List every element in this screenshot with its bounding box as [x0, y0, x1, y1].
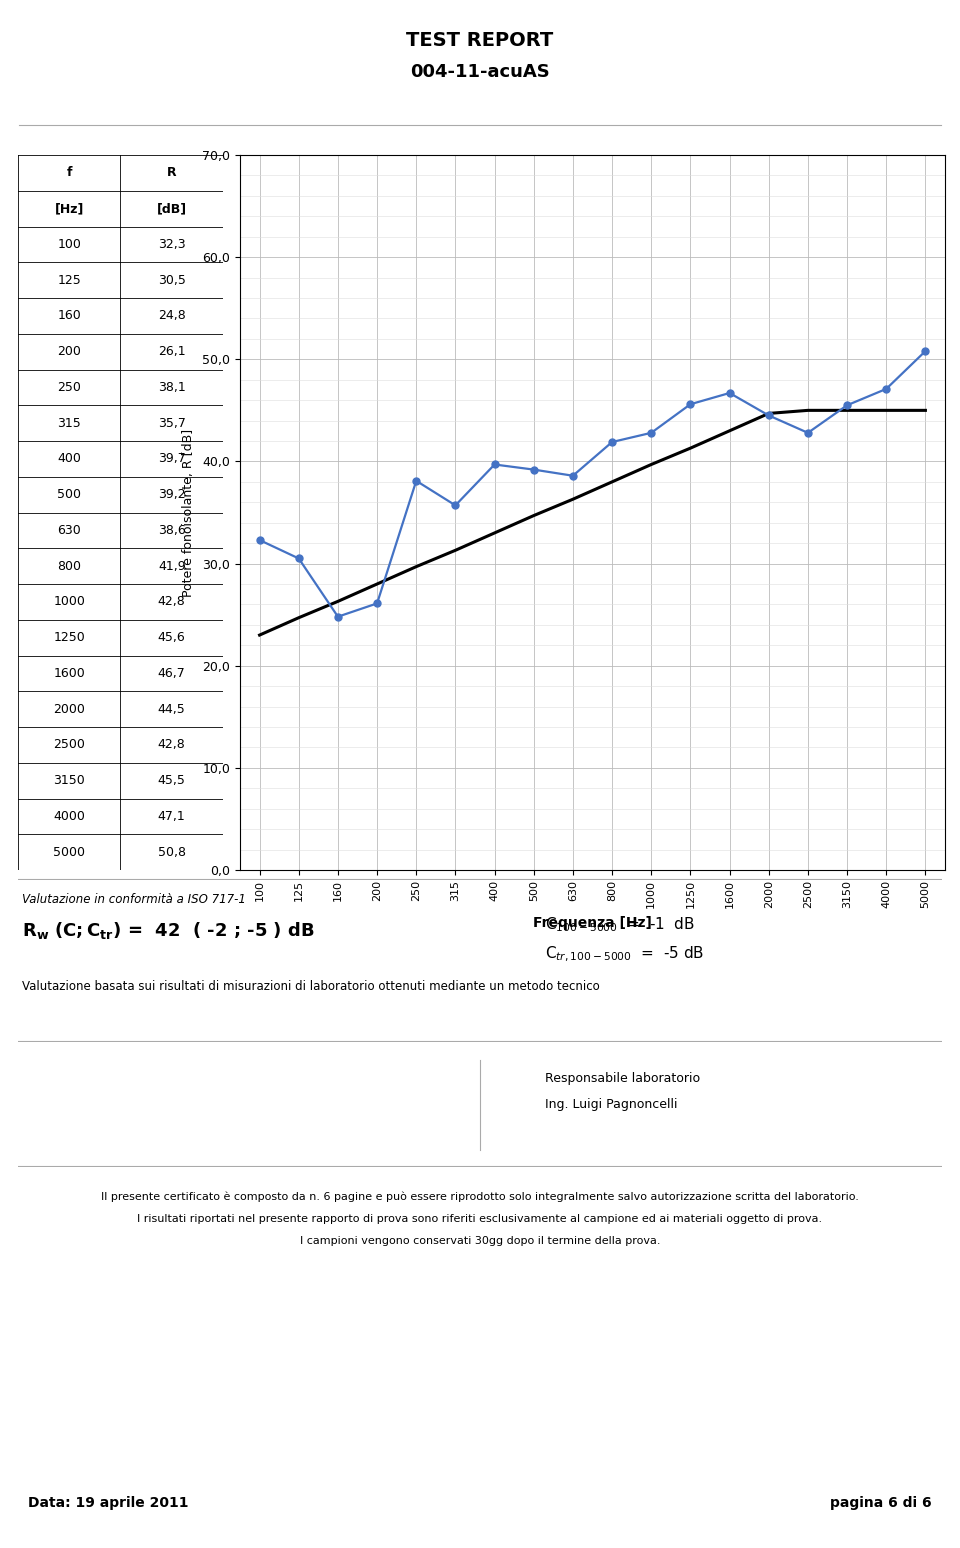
Text: Ing. Luigi Pagnoncelli: Ing. Luigi Pagnoncelli [544, 1098, 677, 1111]
Text: 1000: 1000 [54, 596, 85, 608]
Text: 50,8: 50,8 [157, 845, 185, 859]
Text: Il presente certificato è composto da n. 6 pagine e può essere riprodotto solo i: Il presente certificato è composto da n.… [101, 1192, 859, 1203]
Text: 45,5: 45,5 [157, 774, 185, 786]
Text: [Hz]: [Hz] [55, 203, 84, 215]
Text: 800: 800 [58, 560, 82, 573]
Text: 42,8: 42,8 [157, 738, 185, 751]
Text: 160: 160 [58, 310, 82, 322]
Text: 2000: 2000 [54, 703, 85, 715]
Text: I risultati riportati nel presente rapporto di prova sono riferiti esclusivament: I risultati riportati nel presente rappo… [137, 1214, 823, 1224]
Text: 3150: 3150 [54, 774, 85, 786]
Text: 38,6: 38,6 [157, 523, 185, 537]
Text: 32,3: 32,3 [158, 238, 185, 251]
Text: 38,1: 38,1 [157, 381, 185, 393]
Text: 250: 250 [58, 381, 82, 393]
X-axis label: Frequenza [Hz]: Frequenza [Hz] [533, 916, 652, 930]
Text: 630: 630 [58, 523, 82, 537]
Text: 45,6: 45,6 [157, 632, 185, 644]
Text: 46,7: 46,7 [157, 667, 185, 680]
Text: 200: 200 [58, 345, 82, 358]
Text: Valutazione basata sui risultati di misurazioni di laboratorio ottenuti mediante: Valutazione basata sui risultati di misu… [22, 980, 600, 992]
Text: 125: 125 [58, 274, 82, 286]
Text: 26,1: 26,1 [158, 345, 185, 358]
Text: 1250: 1250 [54, 632, 85, 644]
Text: 2500: 2500 [54, 738, 85, 751]
Text: 35,7: 35,7 [157, 416, 185, 430]
Text: R: R [167, 166, 177, 180]
Text: C$_{tr,100-5000}$  =  -5 dB: C$_{tr,100-5000}$ = -5 dB [544, 944, 704, 964]
Text: 4000: 4000 [54, 810, 85, 824]
Text: 39,7: 39,7 [157, 452, 185, 466]
Text: Responsabile laboratorio: Responsabile laboratorio [544, 1073, 700, 1085]
Text: pagina 6 di 6: pagina 6 di 6 [830, 1495, 932, 1509]
Text: 44,5: 44,5 [157, 703, 185, 715]
Text: 42,8: 42,8 [157, 596, 185, 608]
Text: 47,1: 47,1 [157, 810, 185, 824]
Y-axis label: Potere fonoisolante, R [dB]: Potere fonoisolante, R [dB] [182, 429, 195, 596]
Text: 30,5: 30,5 [157, 274, 185, 286]
Text: 24,8: 24,8 [157, 310, 185, 322]
Text: 500: 500 [58, 488, 82, 502]
Text: [dB]: [dB] [156, 203, 187, 215]
Text: I campioni vengono conservati 30gg dopo il termine della prova.: I campioni vengono conservati 30gg dopo … [300, 1235, 660, 1246]
Text: Data: 19 aprile 2011: Data: 19 aprile 2011 [28, 1495, 188, 1509]
Text: 1600: 1600 [54, 667, 85, 680]
Text: C$_{100-5000}$  =  -1  dB: C$_{100-5000}$ = -1 dB [544, 915, 695, 933]
Text: 004-11-acuAS: 004-11-acuAS [410, 63, 550, 80]
Text: TEST REPORT: TEST REPORT [406, 31, 554, 50]
Text: 315: 315 [58, 416, 82, 430]
Text: Valutazione in conformità a ISO 717-1: Valutazione in conformità a ISO 717-1 [22, 893, 246, 906]
Text: $\mathbf{R_w}$ $\mathbf{(C;C_{tr})}$ =  42  ( -2 ; -5 ) dB: $\mathbf{R_w}$ $\mathbf{(C;C_{tr})}$ = 4… [22, 920, 315, 941]
Text: 400: 400 [58, 452, 82, 466]
Text: 100: 100 [58, 238, 82, 251]
Text: 41,9: 41,9 [158, 560, 185, 573]
Text: 39,2: 39,2 [158, 488, 185, 502]
Text: f: f [66, 166, 72, 180]
Text: 5000: 5000 [53, 845, 85, 859]
